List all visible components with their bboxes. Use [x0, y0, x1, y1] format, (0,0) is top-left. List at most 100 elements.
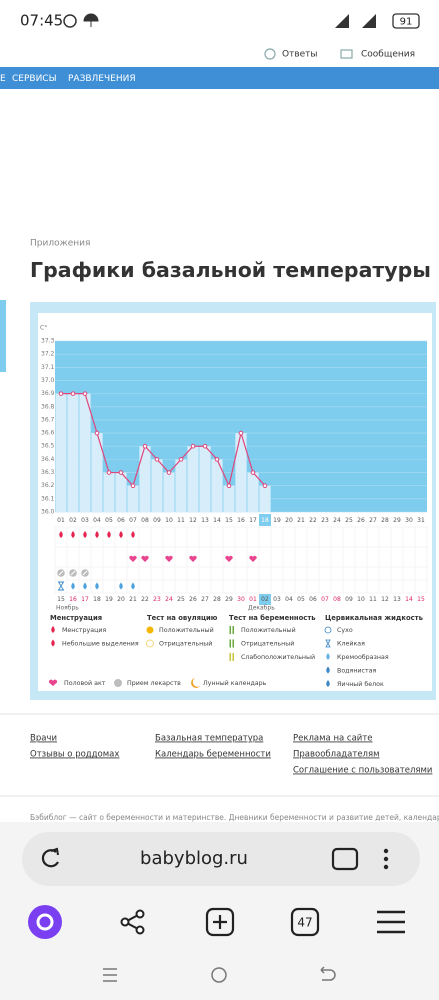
legend-item: Водянистая	[337, 668, 377, 675]
temperature-column	[55, 393, 67, 512]
heart-icon	[249, 555, 257, 562]
calendar-date: 17	[81, 596, 89, 603]
x-tick-label: 10	[165, 517, 173, 524]
temperature-point	[142, 443, 148, 449]
x-tick-label: 27	[369, 517, 377, 524]
temperature-column	[163, 472, 175, 512]
quote-icon[interactable]	[331, 847, 359, 871]
temperature-column	[91, 433, 103, 512]
calendar-date: 09	[345, 596, 353, 603]
url[interactable]: babyblog.ru	[140, 848, 248, 869]
temperature-point	[130, 483, 136, 488]
heart-icon	[189, 555, 197, 562]
temperature-point	[166, 470, 172, 475]
footer-link[interactable]: Базальная температура	[155, 734, 263, 744]
drop-icon	[131, 531, 135, 538]
legend-title: Тест на беременность	[229, 614, 316, 622]
footer-link[interactable]: Соглашение с пользователями	[293, 766, 432, 776]
url-bar[interactable]	[22, 832, 420, 886]
footer-link[interactable]: Календарь беременности	[155, 750, 271, 760]
header-link[interactable]: Сообщения	[361, 50, 415, 60]
nav-item[interactable]: РАЗВЛЕЧЕНИЯ	[68, 74, 136, 84]
x-tick-label: 04	[93, 517, 101, 524]
temperature-column	[211, 459, 223, 512]
temperature-column	[247, 472, 259, 512]
tab-count: 47	[297, 916, 312, 930]
temperature-column	[67, 393, 79, 512]
temperature-column	[79, 393, 91, 512]
temperature-column	[175, 459, 187, 512]
calendar-date: 02	[261, 596, 269, 603]
temperature-point	[190, 443, 196, 449]
header-link[interactable]: Ответы	[282, 50, 318, 60]
calendar-date: 08	[333, 596, 341, 603]
footer-link[interactable]: Реклама на сайте	[293, 734, 373, 744]
hourglass-icon	[325, 639, 331, 648]
menu-dot[interactable]	[383, 848, 389, 854]
reload-arrow	[50, 847, 59, 856]
share-node	[135, 909, 145, 919]
y-tick-label: 36.6	[41, 430, 55, 437]
calendar-date: 23	[153, 596, 161, 603]
y-axis-label: C°	[40, 325, 47, 332]
heart-icon	[48, 679, 58, 686]
menu-dot[interactable]	[383, 864, 389, 870]
new-tab-button[interactable]	[205, 907, 235, 937]
calendar-date: 30	[237, 596, 245, 603]
heart-icon	[129, 555, 137, 562]
footer-link[interactable]: Правообладателям	[293, 750, 380, 760]
legend-item: Кремообразная	[337, 653, 389, 661]
calendar-date: 25	[177, 596, 185, 603]
drop-icon	[326, 653, 330, 660]
footer-link[interactable]: Отзывы о роддомах	[30, 750, 119, 760]
calendar-date: 20	[117, 596, 125, 603]
tabs-button[interactable]	[290, 907, 320, 937]
x-tick-label: 18	[261, 517, 269, 524]
sys-home[interactable]	[211, 967, 227, 983]
breadcrumb[interactable]: Приложения	[30, 239, 90, 249]
menu-dot[interactable]	[383, 856, 389, 862]
nav-bar	[0, 67, 439, 89]
x-tick-label: 25	[345, 517, 353, 524]
test-bar	[232, 653, 234, 661]
calendar-date: 18	[93, 596, 101, 603]
alice-ring	[36, 913, 54, 931]
y-tick-label: 36.7	[41, 416, 55, 423]
temperature-point	[214, 457, 220, 462]
alice-button[interactable]	[28, 905, 62, 939]
temperature-column	[151, 459, 163, 512]
x-tick-label: 16	[237, 517, 245, 524]
y-tick-label: 36.4	[41, 456, 55, 463]
x-tick-label: 05	[105, 517, 113, 524]
calendar-date: 12	[381, 596, 389, 603]
temperature-point	[118, 470, 124, 475]
share-node	[135, 925, 145, 935]
battery	[392, 13, 420, 29]
temperature-column	[187, 446, 199, 512]
calendar-date: 13	[393, 596, 401, 603]
calendar-date: 01	[249, 596, 257, 603]
calendar-date: 24	[165, 596, 173, 603]
month-label: Ноябрь	[56, 605, 79, 612]
footer-link[interactable]: Врачи	[30, 734, 57, 744]
sun-icon	[146, 626, 154, 634]
y-tick-label: 36.0	[41, 509, 55, 516]
nav-item[interactable]: СЕРВИСЫ	[12, 74, 57, 84]
temperature-column	[139, 446, 151, 512]
nav-item[interactable]: Е	[0, 74, 6, 84]
legend-item: Слабоположительный	[241, 653, 315, 661]
drop-icon	[326, 666, 330, 674]
calendar-date: 05	[297, 596, 305, 603]
y-tick-label: 36.5	[41, 443, 55, 450]
calendar-date: 07	[321, 596, 329, 603]
umbrella-icon	[83, 13, 99, 27]
sys-recent[interactable]	[103, 968, 117, 982]
heart-icon	[225, 555, 233, 562]
calendar-date: 27	[201, 596, 209, 603]
sys-back[interactable]	[320, 966, 336, 981]
x-tick-label: 21	[297, 517, 305, 524]
temperature-point	[178, 457, 184, 462]
drop-icon	[131, 582, 135, 590]
month-label: Декабрь	[248, 605, 275, 612]
menu-icon[interactable]	[377, 910, 405, 934]
